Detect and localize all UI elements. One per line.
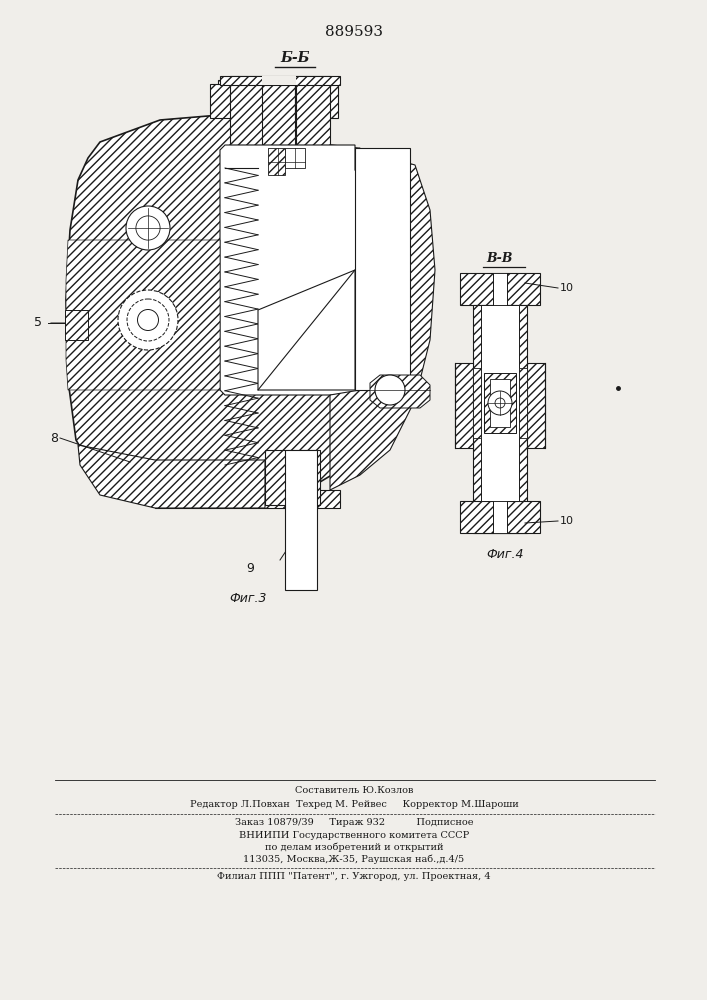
Polygon shape: [527, 363, 545, 448]
Polygon shape: [330, 148, 435, 490]
Circle shape: [126, 206, 170, 250]
Polygon shape: [519, 368, 527, 438]
Polygon shape: [355, 148, 410, 390]
Circle shape: [118, 290, 178, 350]
Polygon shape: [210, 84, 251, 118]
Text: Б-Б: Б-Б: [280, 51, 310, 65]
Circle shape: [488, 391, 512, 415]
Text: 889593: 889593: [325, 25, 383, 39]
Text: Редактор Л.Повхан  Техред М. Рейвес     Корректор М.Шароши: Редактор Л.Повхан Техред М. Рейвес Корре…: [189, 800, 518, 809]
Polygon shape: [258, 270, 355, 390]
Text: 5: 5: [34, 316, 42, 330]
Polygon shape: [220, 76, 340, 85]
Polygon shape: [460, 273, 540, 305]
Polygon shape: [493, 273, 507, 305]
Polygon shape: [285, 450, 317, 590]
Polygon shape: [370, 375, 430, 408]
Circle shape: [137, 310, 158, 330]
Circle shape: [136, 216, 160, 240]
Circle shape: [495, 398, 505, 408]
Text: 9: 9: [246, 562, 254, 575]
Text: 8: 8: [50, 432, 58, 444]
Polygon shape: [455, 363, 473, 448]
Polygon shape: [220, 145, 360, 395]
Text: 10: 10: [560, 283, 574, 293]
Polygon shape: [473, 305, 527, 533]
Polygon shape: [265, 450, 320, 505]
Text: В-В: В-В: [486, 252, 513, 265]
Polygon shape: [78, 445, 265, 508]
Polygon shape: [285, 148, 305, 168]
Text: Фиг.4: Фиг.4: [486, 548, 524, 561]
Circle shape: [375, 375, 405, 405]
Polygon shape: [230, 76, 262, 145]
Polygon shape: [66, 240, 220, 390]
Text: Заказ 10879/39     Тираж 932          Подписное: Заказ 10879/39 Тираж 932 Подписное: [235, 818, 473, 827]
Polygon shape: [296, 76, 330, 145]
Polygon shape: [460, 501, 540, 533]
Polygon shape: [493, 501, 507, 533]
Polygon shape: [218, 80, 261, 113]
Polygon shape: [473, 368, 481, 438]
Text: Фиг.3: Фиг.3: [229, 592, 267, 605]
Polygon shape: [481, 305, 519, 501]
Text: Филиал ППП "Патент", г. Ужгород, ул. Проектная, 4: Филиал ППП "Патент", г. Ужгород, ул. Про…: [217, 872, 491, 881]
Text: ВНИИПИ Государственного комитета СССР: ВНИИПИ Государственного комитета СССР: [239, 831, 469, 840]
Polygon shape: [484, 373, 516, 433]
Text: Составитель Ю.Козлов: Составитель Ю.Козлов: [295, 786, 413, 795]
Text: по делам изобретений и открытий: по делам изобретений и открытий: [264, 843, 443, 852]
Circle shape: [127, 299, 169, 341]
Polygon shape: [66, 115, 415, 508]
Polygon shape: [251, 80, 295, 145]
Polygon shape: [490, 379, 510, 427]
Polygon shape: [262, 76, 296, 85]
Polygon shape: [155, 490, 340, 508]
Polygon shape: [295, 84, 338, 118]
Polygon shape: [65, 310, 88, 340]
Text: 113035, Москва,Ж-35, Раушская наб.,д.4/5: 113035, Москва,Ж-35, Раушская наб.,д.4/5: [243, 855, 464, 864]
Polygon shape: [268, 148, 285, 175]
Text: 10: 10: [560, 516, 574, 526]
Polygon shape: [285, 80, 332, 113]
